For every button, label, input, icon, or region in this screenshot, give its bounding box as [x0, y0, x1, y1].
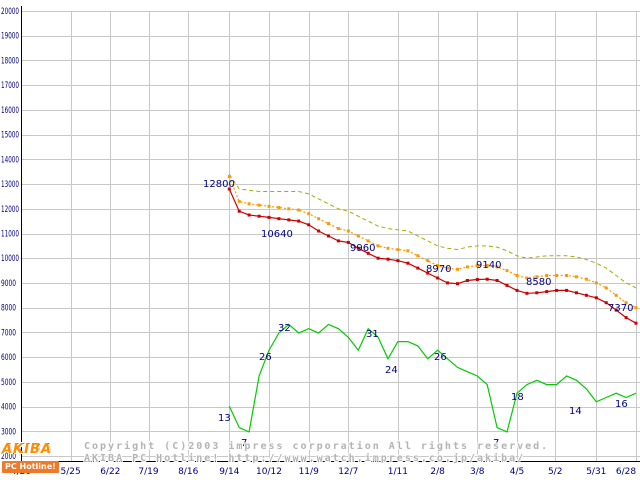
series-average-price	[227, 175, 638, 310]
svg-text:6000: 6000	[1, 353, 16, 363]
svg-text:13: 13	[218, 413, 231, 424]
axes	[21, 6, 640, 462]
svg-text:2/8: 2/8	[430, 467, 445, 477]
svg-text:9140: 9140	[476, 260, 501, 271]
series-shop-count	[228, 323, 637, 433]
svg-text:5000: 5000	[1, 378, 16, 388]
svg-text:5/2: 5/2	[548, 467, 562, 477]
svg-text:15000: 15000	[1, 131, 19, 141]
svg-text:17000: 17000	[1, 81, 19, 91]
svg-text:7370: 7370	[608, 303, 633, 314]
svg-text:24: 24	[385, 365, 398, 376]
svg-text:7/19: 7/19	[138, 467, 158, 477]
svg-text:9960: 9960	[350, 243, 375, 254]
svg-text:11/9: 11/9	[299, 467, 319, 477]
svg-text:1/11: 1/11	[388, 467, 408, 477]
svg-text:26: 26	[434, 352, 447, 363]
svg-text:13000: 13000	[1, 180, 19, 190]
svg-text:9/14: 9/14	[219, 467, 239, 477]
svg-text:7: 7	[241, 438, 247, 449]
price-annotations: 12800 10640 9960 8970 9140 8580 7370	[203, 179, 633, 314]
svg-text:7: 7	[493, 438, 499, 449]
copyright-line1: Copyright (C)2003 impress corporation Al…	[84, 441, 550, 452]
svg-text:14000: 14000	[1, 155, 19, 165]
pc-hotline-logo-badge: PC Hotline!	[2, 461, 59, 473]
svg-text:16000: 16000	[1, 106, 19, 116]
svg-text:14: 14	[569, 406, 582, 417]
svg-text:6/28: 6/28	[616, 467, 636, 477]
svg-text:32: 32	[278, 323, 291, 334]
series-lowest-price	[227, 187, 638, 325]
svg-text:18000: 18000	[1, 56, 19, 66]
svg-text:16: 16	[615, 399, 628, 410]
svg-text:18: 18	[511, 392, 524, 403]
akiba-logo-text: AKIBA	[2, 442, 52, 457]
svg-text:8970: 8970	[426, 264, 451, 275]
svg-text:10/12: 10/12	[256, 467, 282, 477]
svg-text:11000: 11000	[1, 230, 19, 240]
y-axis-labels: 20000 19000 18000 17000 16000 15000 14000 13000…	[1, 7, 19, 462]
svg-text:2000: 2000	[1, 452, 16, 462]
svg-text:8/16: 8/16	[178, 467, 198, 477]
svg-text:6/22: 6/22	[100, 467, 120, 477]
shop-count-annotations: 13 7 26 32 31 24 26 7 18 14 16	[218, 323, 628, 449]
svg-text:8580: 8580	[526, 277, 551, 288]
svg-text:9000: 9000	[1, 279, 16, 289]
svg-text:3000: 3000	[1, 427, 16, 437]
svg-text:10000: 10000	[1, 254, 19, 264]
svg-text:12000: 12000	[1, 205, 19, 215]
svg-text:10640: 10640	[261, 229, 293, 240]
svg-text:19000: 19000	[1, 32, 19, 42]
svg-text:12800: 12800	[203, 179, 235, 190]
svg-text:4/5: 4/5	[510, 467, 524, 477]
svg-text:20000: 20000	[1, 7, 19, 17]
svg-text:3/8: 3/8	[470, 467, 485, 477]
svg-text:5/25: 5/25	[60, 467, 80, 477]
copyright-watermark: Copyright (C)2003 impress corporation Al…	[84, 441, 549, 465]
svg-text:26: 26	[259, 352, 272, 363]
svg-text:12/7: 12/7	[338, 467, 358, 477]
svg-text:8000: 8000	[1, 304, 16, 314]
svg-text:5/31: 5/31	[586, 467, 606, 477]
svg-text:7000: 7000	[1, 328, 16, 338]
svg-text:31: 31	[366, 329, 379, 340]
copyright-line2: AKIBA PC Hotline! http://www.watch.impre…	[84, 453, 526, 464]
akiba-pc-hotline-logo: AKIBA PC Hotline!	[2, 443, 59, 473]
svg-text:4000: 4000	[1, 403, 16, 413]
